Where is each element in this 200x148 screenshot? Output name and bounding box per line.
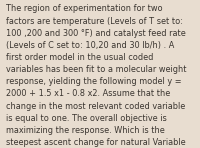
Text: The region of experimentation for two
factors are temperature (Levels of T set t: The region of experimentation for two fa… bbox=[6, 4, 186, 148]
